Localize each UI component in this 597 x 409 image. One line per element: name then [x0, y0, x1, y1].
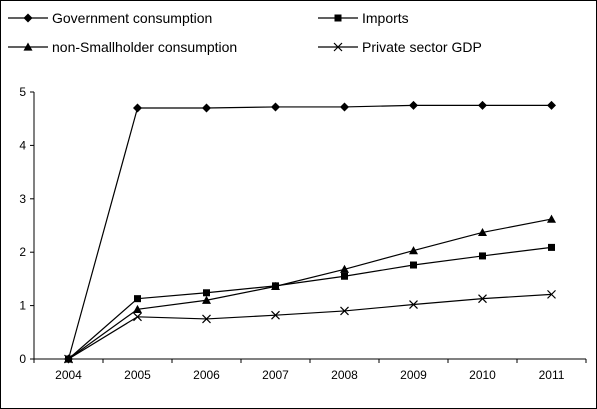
x-tick-label: 2004: [55, 368, 82, 382]
legend-marker: [333, 42, 343, 52]
legend-marker: [334, 14, 342, 22]
legend-marker: [23, 13, 33, 23]
series-line: [68, 293, 552, 360]
data-point: [271, 281, 280, 290]
series-triangle: [64, 214, 556, 363]
data-point: [548, 243, 555, 251]
data-point: [271, 310, 280, 320]
y-axis: 0 1 2 3 4 5: [19, 85, 35, 366]
x-tick-label: 2007: [262, 368, 289, 382]
data-point: [202, 103, 211, 113]
data-point: [203, 289, 210, 297]
y-tick-label: 2: [19, 245, 26, 259]
data-point: [409, 246, 418, 255]
plot-area: [64, 100, 556, 364]
data-point: [134, 295, 141, 303]
data-point: [547, 100, 556, 110]
y-tick-label: 1: [19, 299, 26, 313]
data-point: [409, 300, 418, 309]
data-point: [478, 227, 487, 237]
legend-label: Imports: [362, 10, 409, 26]
data-point: [202, 295, 211, 304]
y-tick-label: 5: [19, 85, 26, 99]
data-point: [133, 304, 142, 313]
legend-item: Private sector GDP: [318, 39, 482, 55]
data-point: [341, 272, 348, 280]
data-point: [64, 354, 73, 364]
data-point: [410, 261, 417, 269]
data-point: [340, 102, 349, 112]
series-line: [67, 104, 552, 360]
legend-item: Imports: [318, 10, 409, 26]
data-point: [271, 102, 280, 112]
series-line: [68, 246, 552, 360]
series-x: [64, 289, 556, 364]
data-point: [340, 264, 349, 273]
legend: Government consumption Imports non-Smallho…: [8, 10, 482, 55]
data-point: [478, 100, 487, 110]
data-point: [478, 294, 487, 304]
legend-marker: [23, 42, 33, 51]
y-tick-label: 0: [19, 352, 26, 366]
x-tick-label: 2011: [539, 368, 565, 382]
data-point: [340, 306, 349, 316]
x-tick-label: 2005: [124, 368, 151, 382]
data-point: [202, 314, 211, 324]
data-point: [479, 252, 486, 260]
legend-label: non-Smallholder consumption: [52, 39, 237, 55]
x-tick-label: 2010: [469, 368, 496, 382]
legend-item: Government consumption: [8, 10, 212, 26]
x-axis: 2004 2005 2006 2007 2008 2009 2010 2011: [33, 358, 587, 382]
data-point: [409, 100, 418, 110]
x-tick-label: 2006: [193, 368, 220, 382]
x-tick-label: 2008: [331, 368, 358, 382]
series-line: [68, 218, 552, 360]
data-point: [133, 312, 142, 322]
data-point: [133, 103, 142, 113]
legend-label: Government consumption: [52, 10, 212, 26]
x-tick-label: 2009: [400, 368, 427, 382]
y-tick-label: 3: [19, 192, 26, 206]
legend-item: non-Smallholder consumption: [8, 39, 237, 55]
legend-label: Private sector GDP: [362, 39, 482, 55]
data-point: [547, 214, 556, 223]
y-tick-label: 4: [19, 138, 26, 152]
data-point: [547, 289, 556, 299]
